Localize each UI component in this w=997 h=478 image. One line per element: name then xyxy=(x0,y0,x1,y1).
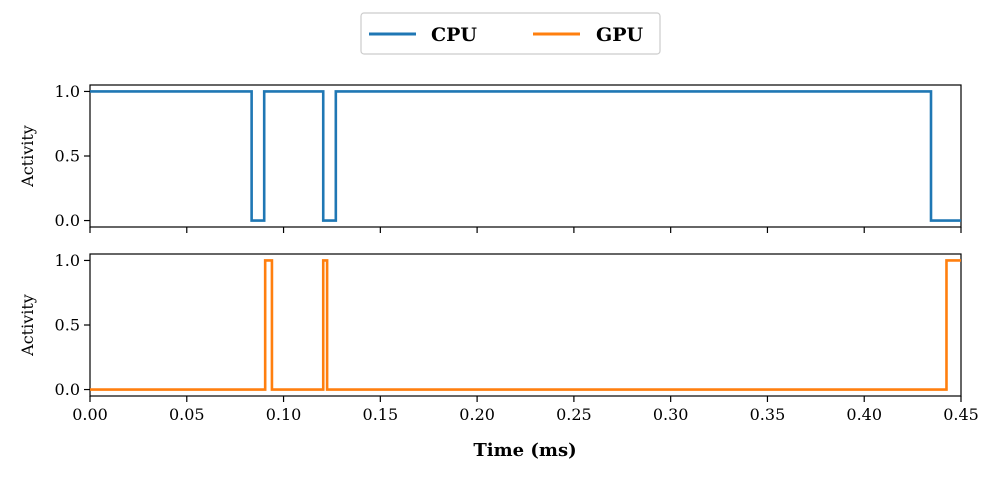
x-tick-label: 0.45 xyxy=(943,405,979,424)
gpu-plot-frame xyxy=(89,253,962,397)
gpu-y-tick-label: 0.0 xyxy=(55,380,80,399)
cpu-plot-frame xyxy=(89,84,962,228)
legend-frame xyxy=(360,12,661,55)
gpu-y-tick-label: 1.0 xyxy=(55,251,80,270)
legend-cpu-label: CPU xyxy=(431,24,477,46)
x-tick-label: 0.20 xyxy=(459,405,495,424)
gpu-ylabel: Activity xyxy=(18,294,37,357)
gpu-y-tick-label: 0.5 xyxy=(55,316,80,335)
cpu-y-ticks: 0.0 0.5 1.0 xyxy=(55,82,90,230)
cpu-y-tick-label: 0.0 xyxy=(55,211,80,230)
x-tick-label: 0.10 xyxy=(266,405,302,424)
cpu-subplot: Activity 0.0 0.5 1.0 xyxy=(18,82,962,233)
x-tick-label: 0.30 xyxy=(653,405,689,424)
x-axis-label: Time (ms) xyxy=(473,440,576,461)
cpu-y-tick-label: 0.5 xyxy=(55,147,80,166)
gpu-activity-line xyxy=(90,259,961,391)
gpu-x-ticks: 0.00 0.05 0.10 0.15 0.20 0.25 0.30 0.35 0.40 0.45 xyxy=(72,396,979,424)
x-tick-label: 0.35 xyxy=(750,405,786,424)
x-tick-label: 0.40 xyxy=(846,405,882,424)
cpu-activity-line xyxy=(90,90,961,222)
x-tick-label: 0.25 xyxy=(556,405,592,424)
legend-gpu-label: GPU xyxy=(596,24,644,46)
legend: CPU GPU xyxy=(360,12,661,55)
x-tick-label: 0.15 xyxy=(363,405,399,424)
x-tick-label: 0.05 xyxy=(169,405,205,424)
cpu-ylabel: Activity xyxy=(18,125,37,188)
cpu-y-tick-label: 1.0 xyxy=(55,82,80,101)
gpu-y-ticks: 0.0 0.5 1.0 xyxy=(55,251,90,399)
cpu-x-ticks xyxy=(89,227,962,233)
x-tick-label: 0.00 xyxy=(72,405,108,424)
gpu-subplot: Activity 0.00.51.0 0.00 0.05 0.10 0.15 0.20 0… xyxy=(18,251,979,424)
